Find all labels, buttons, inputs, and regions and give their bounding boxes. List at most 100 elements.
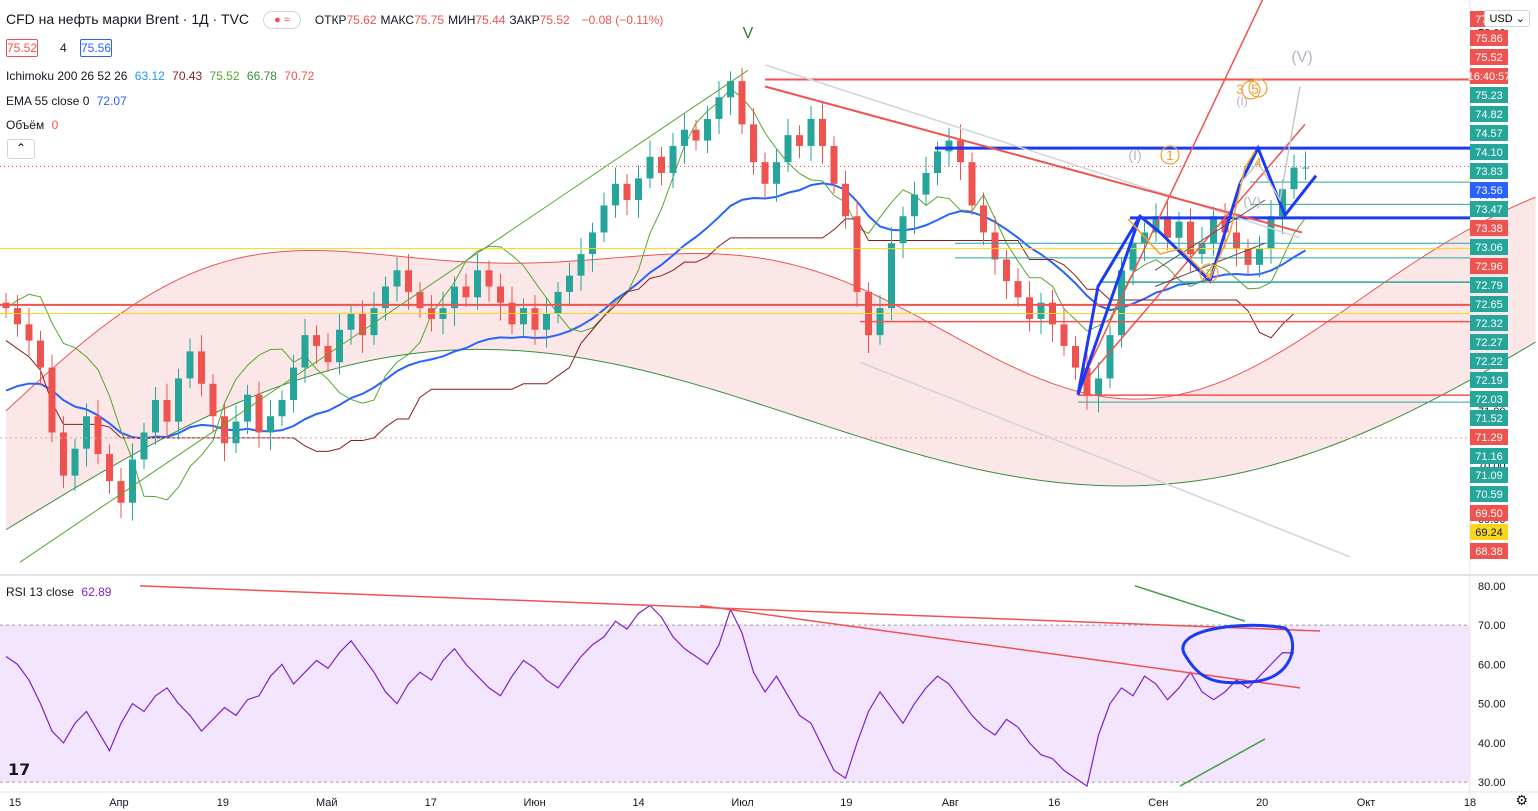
collapse-legend-button[interactable]: ⌃	[7, 139, 35, 159]
price-label-box	[1470, 296, 1508, 312]
candle-body	[566, 275, 573, 292]
indicator-toggle-icon[interactable]: ● ≈	[262, 11, 301, 30]
ask-box[interactable]: 75.56	[80, 39, 112, 57]
wave-label: (I)	[1128, 147, 1141, 163]
price-label-box	[1470, 163, 1508, 179]
time-axis-label: Сен	[1148, 797, 1168, 809]
candle-body	[186, 351, 194, 379]
candle-body	[784, 135, 792, 163]
symbol-title[interactable]: CFD на нефть марки Brent · 1Д · TVC	[6, 11, 250, 27]
price-label: 70.59	[1475, 489, 1503, 501]
candle-body	[669, 145, 677, 173]
price-label-box	[1470, 486, 1508, 502]
candle-body	[1279, 189, 1286, 217]
candle-body	[209, 383, 217, 417]
candle-body	[1187, 221, 1194, 255]
change-value: −0.08 (−0.11%)	[581, 13, 664, 27]
candle-body	[1095, 378, 1102, 395]
volume-legend[interactable]: Объём 0	[6, 118, 58, 132]
candle-body	[796, 135, 803, 146]
price-label-box	[1470, 49, 1508, 65]
candle-body	[957, 140, 964, 163]
candle-body	[888, 243, 895, 309]
candle-body	[462, 286, 470, 298]
candle-body	[497, 286, 504, 303]
candle-body	[600, 205, 608, 233]
time-axis-label: Апр	[109, 797, 128, 809]
candle-body	[646, 156, 654, 179]
price-label-box	[1470, 410, 1508, 426]
ichimoku-value-2: 70.43	[172, 69, 203, 83]
candle-body	[1083, 367, 1091, 395]
ema-legend[interactable]: EMA 55 close 0 72.07	[6, 94, 127, 108]
candle-body	[25, 324, 33, 341]
currency-selector[interactable]: USD ⌄	[1484, 10, 1530, 27]
candle-body	[221, 416, 228, 444]
ichimoku-value-3: 75.52	[209, 69, 240, 83]
candle-body	[531, 308, 539, 330]
candle-body	[1210, 216, 1217, 244]
candle-body	[416, 291, 424, 309]
wave-label-circle	[1199, 263, 1219, 283]
ichimoku-value-4: 66.78	[246, 69, 277, 83]
candle-body	[1164, 216, 1171, 238]
ichimoku-label: Ichimoku 200 26 52 26	[6, 69, 128, 83]
price-label: 72.32	[1475, 318, 1503, 330]
rsi-axis-tick: 60.00	[1478, 659, 1506, 671]
price-label-box	[1470, 30, 1508, 46]
price-label: 75.23	[1475, 90, 1503, 102]
candle-body	[359, 313, 366, 336]
price-label-box	[1470, 258, 1508, 274]
ohlc-value: 75.62	[346, 13, 377, 27]
candle-body	[1233, 232, 1240, 249]
ohlc-1: МАКС75.75	[381, 13, 445, 27]
candle-body	[577, 254, 585, 276]
price-label-box	[1470, 144, 1508, 160]
candle-body	[1175, 221, 1183, 238]
rsi-legend[interactable]: RSI 13 close 62.89	[6, 585, 111, 599]
candle-body	[301, 335, 309, 368]
price-label-box	[1470, 524, 1508, 540]
price-label-box	[1470, 505, 1508, 521]
candle-body	[715, 97, 723, 119]
downtrend-line-gray	[764, 64, 1301, 239]
candle-body	[347, 313, 355, 330]
price-label: 71.16	[1475, 451, 1503, 463]
price-label-box	[1470, 182, 1508, 198]
candle-body	[313, 335, 320, 346]
price-label: 69.50	[1475, 508, 1503, 520]
candle-body	[71, 448, 79, 476]
wave-label: 3	[1236, 81, 1244, 97]
candle-body	[589, 232, 596, 255]
wave-label-circle	[1241, 80, 1261, 100]
chart-legend-title: CFD на нефть марки Brent · 1Д · TVC ● ≈ …	[6, 11, 664, 30]
candle-body	[554, 291, 562, 314]
candle-body	[727, 81, 734, 98]
candle-body	[1267, 216, 1275, 249]
candle-body	[117, 481, 125, 503]
gear-icon[interactable]: ⚙	[1515, 792, 1528, 808]
candle-body	[1060, 324, 1068, 346]
ohlc-0: ОТКР75.62	[315, 13, 377, 27]
rsi-axis-tick: 70.00	[1478, 620, 1506, 632]
wave-label: 4	[1254, 155, 1261, 170]
spread-value: 4	[60, 41, 67, 55]
candle-body	[738, 81, 746, 125]
candle-body	[899, 216, 907, 244]
candle-body	[991, 232, 999, 260]
candle-body	[911, 194, 918, 217]
tradingview-logo[interactable]: 𝟭𝟳	[8, 762, 31, 779]
price-label: 72.65	[1475, 299, 1503, 311]
ema-label: EMA 55 close 0	[6, 94, 90, 108]
price-label-box	[1470, 429, 1508, 445]
candle-body	[968, 162, 976, 206]
bid-box[interactable]: 75.52	[6, 39, 38, 57]
price-label-box	[1470, 543, 1508, 559]
candle-body	[1290, 167, 1298, 190]
candle-body	[106, 454, 113, 482]
price-label-box	[1470, 467, 1508, 483]
candle-body	[1037, 302, 1045, 319]
ichimoku-legend[interactable]: Ichimoku 200 26 52 26 63.12 70.43 75.52 …	[6, 69, 314, 83]
